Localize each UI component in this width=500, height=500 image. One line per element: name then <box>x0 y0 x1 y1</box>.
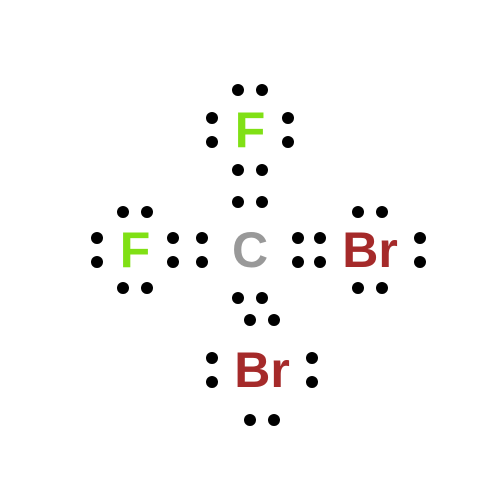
electron-dot <box>314 232 326 244</box>
electron-dot <box>196 256 208 268</box>
electron-dot <box>196 232 208 244</box>
electron-dot <box>306 352 318 364</box>
electron-dot <box>282 112 294 124</box>
electron-dot <box>256 164 268 176</box>
electron-dot <box>91 232 103 244</box>
electron-dot <box>352 282 364 294</box>
electron-dot <box>268 414 280 426</box>
electron-dot <box>244 414 256 426</box>
electron-dot <box>206 112 218 124</box>
electron-dot <box>376 282 388 294</box>
atom-br-right: Br <box>342 225 398 275</box>
electron-dot <box>117 282 129 294</box>
electron-dot <box>167 256 179 268</box>
electron-dot <box>167 232 179 244</box>
electron-dot <box>352 206 364 218</box>
electron-dot <box>206 136 218 148</box>
electron-dot <box>414 232 426 244</box>
lewis-structure-diagram: C F F Br Br <box>0 0 500 500</box>
atom-c-center: C <box>232 225 268 275</box>
electron-dot <box>206 376 218 388</box>
electron-dot <box>306 376 318 388</box>
electron-dot <box>141 206 153 218</box>
electron-dot <box>292 232 304 244</box>
electron-dot <box>232 196 244 208</box>
electron-dot <box>117 206 129 218</box>
electron-dot <box>232 84 244 96</box>
atom-br-bottom: Br <box>234 345 290 395</box>
electron-dot <box>292 256 304 268</box>
atom-f-top: F <box>235 105 266 155</box>
electron-dot <box>268 314 280 326</box>
electron-dot <box>206 352 218 364</box>
electron-dot <box>91 256 103 268</box>
electron-dot <box>232 164 244 176</box>
electron-dot <box>376 206 388 218</box>
electron-dot <box>232 292 244 304</box>
electron-dot <box>314 256 326 268</box>
electron-dot <box>256 292 268 304</box>
electron-dot <box>414 256 426 268</box>
atom-f-left: F <box>120 225 151 275</box>
electron-dot <box>244 314 256 326</box>
electron-dot <box>256 196 268 208</box>
electron-dot <box>282 136 294 148</box>
electron-dot <box>256 84 268 96</box>
electron-dot <box>141 282 153 294</box>
